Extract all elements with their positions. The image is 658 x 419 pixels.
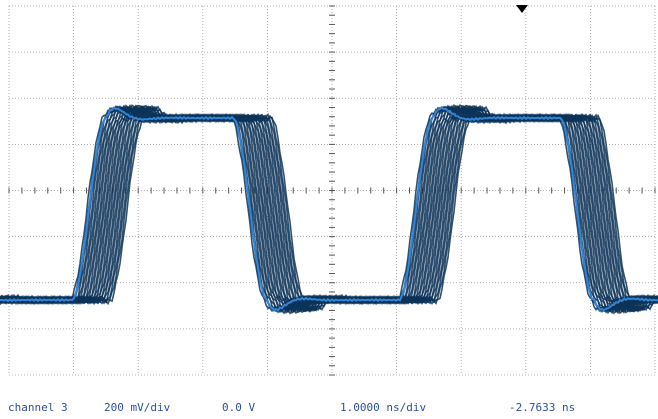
offset-readout: 0.0 V bbox=[222, 401, 256, 414]
triangle-down-icon bbox=[516, 5, 528, 13]
readout-bar bbox=[0, 398, 658, 419]
trigger-delay-readout: -2.7633 ns bbox=[509, 401, 576, 414]
persistence-trace bbox=[0, 105, 658, 312]
channel-label: channel 3 bbox=[8, 401, 68, 414]
average-waveform bbox=[0, 106, 658, 312]
volts-per-div-readout: 200 mV/div bbox=[104, 401, 171, 414]
time-per-div-readout: 1.0000 ns/div bbox=[340, 401, 427, 414]
